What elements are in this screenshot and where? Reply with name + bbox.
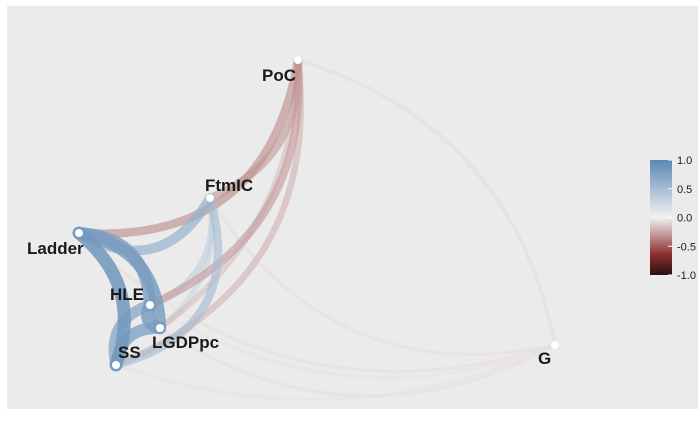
node-g[interactable] <box>551 341 559 349</box>
node-ss[interactable] <box>112 361 120 369</box>
edges-layer <box>72 55 557 402</box>
legend-tick-label: 0.0 <box>677 213 692 225</box>
edge-ladder-ss <box>72 226 131 372</box>
edge-ss-g <box>114 343 557 402</box>
node-label-ss: SS <box>118 343 141 362</box>
edge-poc-g <box>296 58 557 347</box>
edge-hle-g <box>148 303 557 380</box>
legend-tick-label: 0.5 <box>677 184 692 196</box>
edge-ladder-poc <box>74 55 303 238</box>
node-lgdppc[interactable] <box>156 324 164 332</box>
node-label-g: G <box>538 349 551 368</box>
legend-tick-label: -0.5 <box>677 241 696 253</box>
node-label-ftmic: FtmIC <box>205 176 253 195</box>
node-label-lgdppc: LGDPpc <box>152 333 219 352</box>
color-legend: 1.0 0.5 0.0 -0.5 -1.0 <box>650 155 696 282</box>
legend-tick-label: -1.0 <box>677 270 696 282</box>
legend-color-bar <box>650 160 672 275</box>
legend-tick-label: 1.0 <box>677 155 692 167</box>
node-label-ladder: Ladder <box>27 239 84 258</box>
node-label-hle: HLE <box>110 285 144 304</box>
node-hle[interactable] <box>146 301 154 309</box>
node-label-poc: PoC <box>262 66 296 85</box>
edge-ladder-g <box>77 231 557 374</box>
node-poc[interactable] <box>294 56 302 64</box>
edge-ladder-lgdppc <box>72 226 167 335</box>
edge-lgdppc-g <box>158 326 557 398</box>
nodes-layer <box>75 56 559 369</box>
node-labels-layer: PoC FtmIC Ladder HLE LGDPpc SS G <box>27 66 551 368</box>
node-ftmic[interactable] <box>206 194 214 202</box>
node-ladder[interactable] <box>75 229 83 237</box>
edge-ss-ftmic <box>111 193 223 370</box>
